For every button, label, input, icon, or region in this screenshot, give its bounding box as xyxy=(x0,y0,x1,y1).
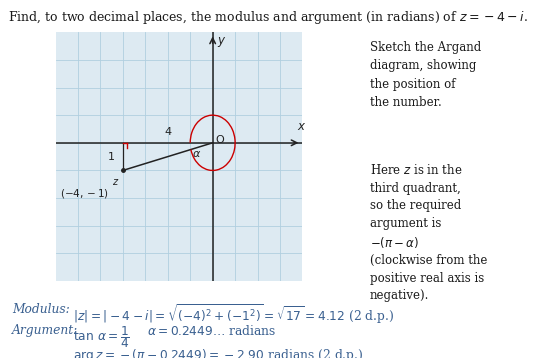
Text: $\alpha = 0.2449\ldots$ radians: $\alpha = 0.2449\ldots$ radians xyxy=(147,324,276,338)
Text: $|z| = |-4 - i| = \sqrt{(-4)^2 + (-1^2)} = \sqrt{17} = 4.12$ (2 d.p.): $|z| = |-4 - i| = \sqrt{(-4)^2 + (-1^2)}… xyxy=(73,303,395,326)
Text: Here $z$ is in the
third quadrant,
so the required
argument is
$-(\pi - \alpha)$: Here $z$ is in the third quadrant, so th… xyxy=(370,163,487,303)
Text: Sketch the Argand
diagram, showing
the position of
the number.: Sketch the Argand diagram, showing the p… xyxy=(370,41,481,110)
Text: 1: 1 xyxy=(108,152,115,161)
Text: $\arg z = -(\pi - 0.2449) = -2.90$ radians (2 d.p.): $\arg z = -(\pi - 0.2449) = -2.90$ radia… xyxy=(73,347,364,358)
Text: 4: 4 xyxy=(164,127,171,137)
Text: Modulus:: Modulus: xyxy=(12,303,70,315)
Text: $\tan\,\alpha = \dfrac{1}{4}$: $\tan\,\alpha = \dfrac{1}{4}$ xyxy=(73,324,130,350)
Text: O: O xyxy=(215,135,224,145)
Text: ($-4, -1$): ($-4, -1$) xyxy=(60,187,109,200)
Text: Find, to two decimal places, the modulus and argument (in radians) of $z = -4 - : Find, to two decimal places, the modulus… xyxy=(8,9,528,26)
Text: $z$: $z$ xyxy=(112,177,119,187)
Text: $x$: $x$ xyxy=(297,120,306,133)
Text: $y$: $y$ xyxy=(217,35,226,49)
Text: $\alpha$: $\alpha$ xyxy=(193,149,201,159)
Text: Argument:: Argument: xyxy=(12,324,78,337)
